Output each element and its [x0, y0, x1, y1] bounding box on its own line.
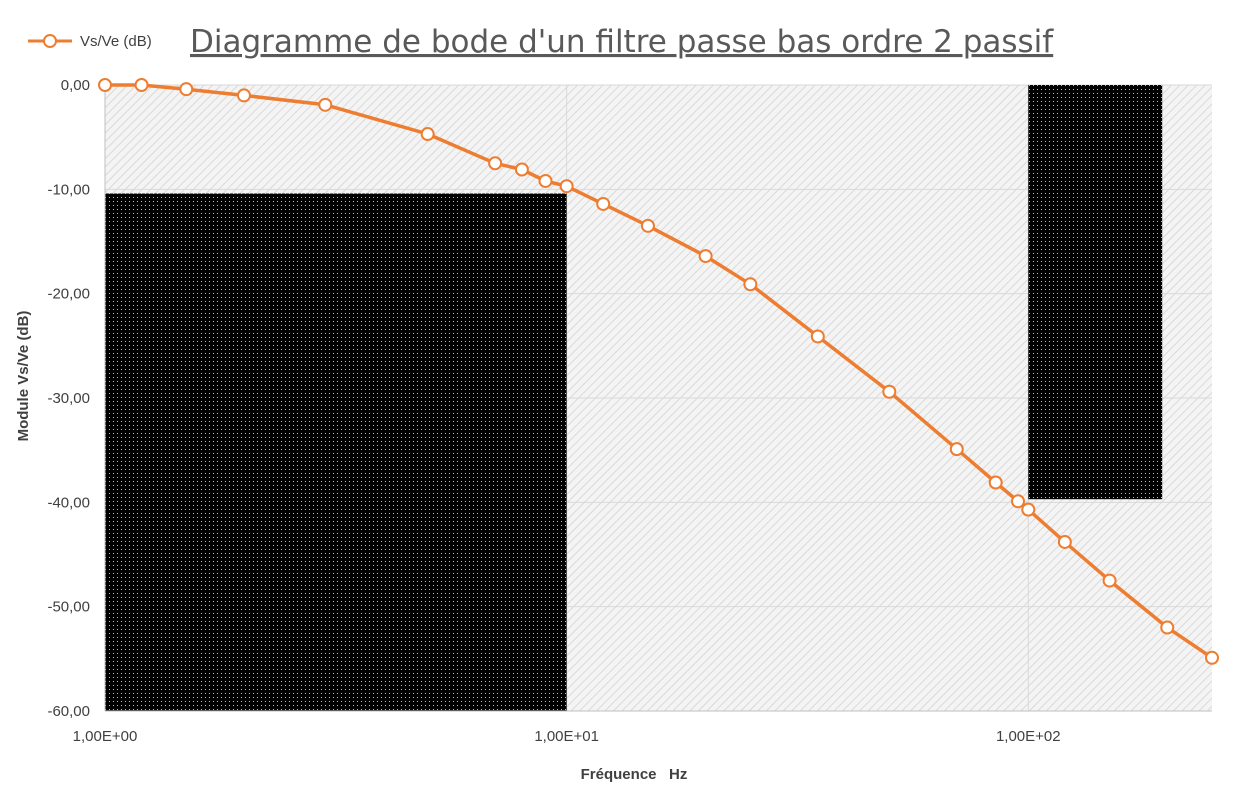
data-point — [559, 179, 574, 194]
y-tick-label: -30,00 — [47, 390, 90, 407]
legend-marker — [43, 34, 57, 48]
data-point — [420, 127, 435, 142]
y-tick-label: -60,00 — [47, 703, 90, 720]
data-point — [882, 384, 897, 399]
data-point — [98, 78, 112, 92]
data-point — [949, 442, 964, 457]
y-tick-label: -50,00 — [47, 599, 90, 616]
y-tick-label: 0,00 — [61, 77, 90, 94]
axes: 0,00 -10,00 -20,00 -30,00 -40,00 -50,00 -60,00… — [47, 77, 1212, 745]
shaded-region-2 — [1028, 85, 1163, 500]
data-point — [988, 475, 1003, 490]
y-tick-label: -20,00 — [47, 286, 90, 303]
data-point — [596, 196, 611, 211]
data-point — [743, 277, 758, 292]
x-axis-title: Fréquence Hz — [581, 766, 688, 783]
y-tick-label: -10,00 — [47, 181, 90, 198]
data-point — [1021, 502, 1036, 517]
data-point — [810, 329, 825, 344]
legend: Vs/Ve (dB) — [28, 33, 152, 50]
x-tick-label: 1,00E+01 — [534, 728, 599, 745]
data-point — [134, 78, 149, 92]
data-point — [1102, 573, 1117, 588]
data-point — [1011, 494, 1026, 509]
data-point — [538, 173, 553, 188]
y-tick-label: -40,00 — [47, 494, 90, 511]
data-point — [1057, 534, 1072, 549]
data-point — [236, 88, 251, 103]
x-tick-label: 1,00E+02 — [996, 728, 1061, 745]
legend-label: Vs/Ve (dB) — [80, 33, 152, 50]
data-point — [488, 156, 503, 171]
y-axis-title: Module Vs/Ve (dB) — [15, 311, 32, 442]
data-point — [1205, 650, 1219, 665]
data-point — [1160, 620, 1175, 635]
data-point — [318, 97, 333, 112]
x-tick-label: 1,00E+00 — [73, 728, 138, 745]
data-point — [698, 249, 713, 264]
data-point — [640, 218, 655, 233]
data-point — [179, 82, 194, 97]
series-line — [105, 83, 1213, 660]
shaded-region-1 — [105, 193, 567, 712]
chart-title: Diagramme de bode d'un filtre passe bas … — [190, 24, 1054, 60]
data-point — [514, 162, 529, 177]
shaded-regions — [105, 85, 1163, 712]
series-layer — [98, 78, 1219, 665]
